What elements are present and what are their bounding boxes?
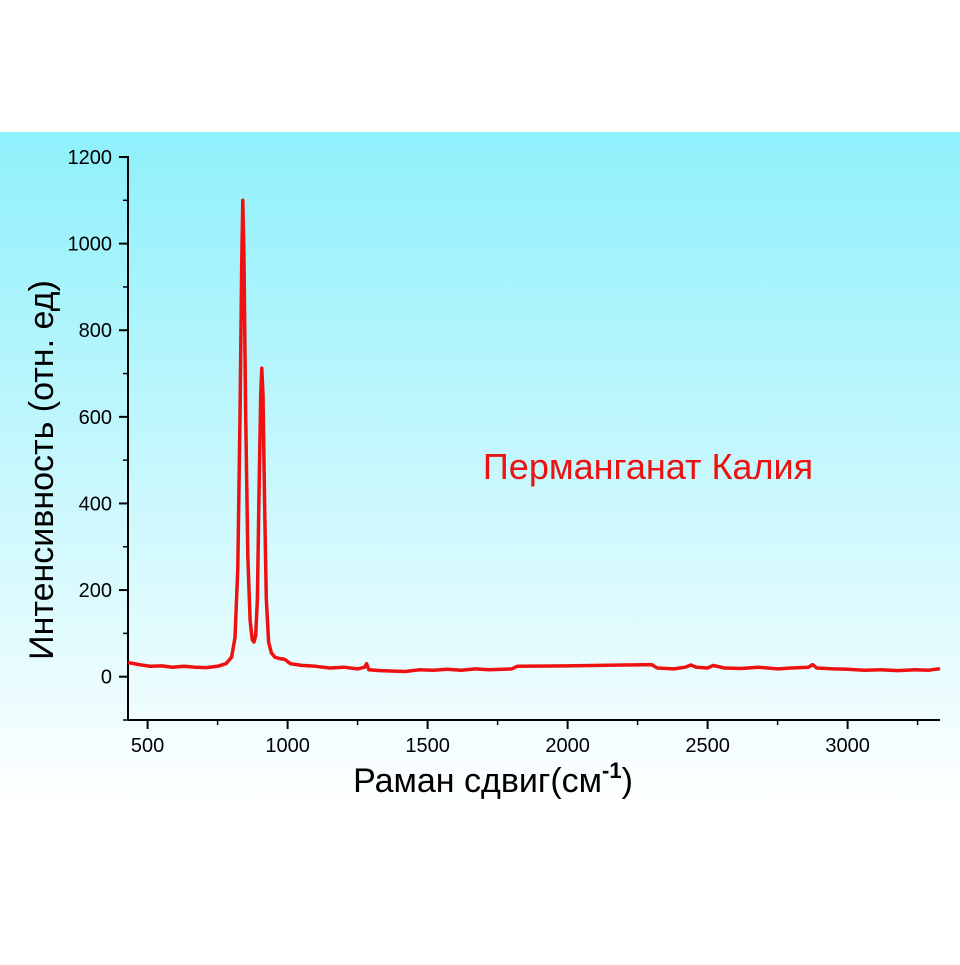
x-axis-label-close: ) [622,762,633,800]
y-tick-label: 1000 [68,234,113,256]
y-axis-label: Интенсивность (отн. ед) [23,280,61,660]
y-tick-label: 1200 [68,147,113,169]
y-tick-label: 400 [79,493,112,515]
series-line [127,198,941,674]
x-tick-label: 1000 [265,735,310,757]
y-tick-label: 800 [79,320,112,342]
x-tick-label: 500 [131,735,164,757]
y-tick-label: 600 [79,407,112,429]
x-tick-label: 3000 [825,735,870,757]
x-axis-label-main: Раман сдвиг(см [353,762,602,800]
plot-background [0,132,960,810]
series-annotation: Перманганат Калия [483,446,813,487]
x-axis-label: Раман сдвиг(см-1) [353,758,633,800]
y-tick-label: 200 [79,580,112,602]
x-axis-label-superscript: -1 [602,758,622,783]
x-tick-label: 1500 [405,735,450,757]
plot-layer: 0 200 400 600 800 1000 1200 500 1000 1500 2000 2500… [68,147,941,757]
x-tick-label: 2000 [545,735,590,757]
x-tick-label: 2500 [685,735,730,757]
y-tick-label: 0 [101,667,112,689]
